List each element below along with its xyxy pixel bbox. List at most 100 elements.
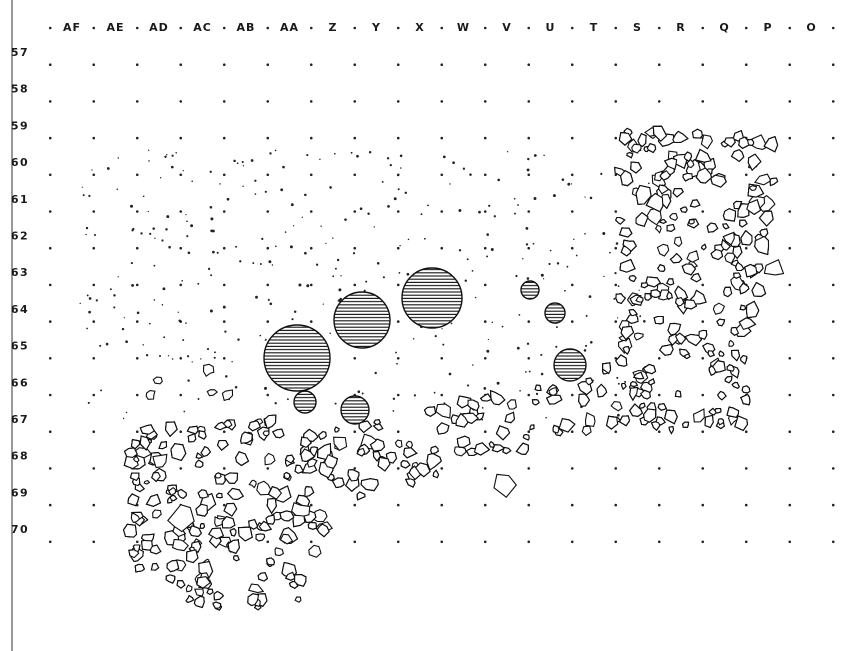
speck [88, 310, 91, 314]
speck [545, 416, 547, 419]
speck [615, 242, 619, 245]
row-label-62: 62 [11, 230, 29, 243]
grid-dot [179, 173, 183, 177]
grid-dot [701, 26, 705, 30]
grid-dot [831, 503, 835, 507]
grid-dot [309, 100, 313, 103]
grid-dot [92, 173, 96, 177]
stone [618, 415, 631, 427]
speck [392, 410, 395, 412]
speck [329, 332, 331, 334]
speck [373, 226, 375, 228]
grid-dot [570, 467, 574, 470]
speck [91, 169, 93, 171]
grid-dot [831, 173, 835, 177]
grid-dot [353, 283, 357, 287]
stone [360, 478, 379, 492]
grid-dot [788, 357, 792, 360]
grid-dot [483, 26, 487, 30]
speck [585, 314, 588, 317]
grid-dot [353, 540, 357, 544]
stone [654, 224, 662, 234]
column-label-r: R [676, 21, 685, 34]
speck [183, 410, 186, 413]
stone [266, 557, 275, 566]
speck [613, 297, 616, 300]
speck [106, 167, 110, 170]
row-label-70: 70 [11, 523, 29, 536]
column-label-u: U [546, 21, 556, 34]
stone [221, 389, 234, 402]
speck [396, 174, 400, 177]
grid-dot [614, 283, 618, 287]
stone [626, 152, 634, 159]
grid-dot [266, 467, 270, 470]
grid-dot [701, 357, 705, 360]
speck [242, 185, 244, 187]
stone [584, 411, 596, 428]
speck [487, 338, 490, 341]
speck [264, 339, 266, 341]
grid-dot [222, 283, 226, 287]
stone [615, 354, 628, 367]
stone [732, 245, 743, 260]
speck [399, 154, 403, 158]
grid-dot [657, 467, 661, 470]
grid-dot [353, 136, 357, 140]
speck [441, 328, 443, 330]
speck [399, 245, 401, 247]
speck [407, 238, 410, 241]
speck [226, 197, 230, 201]
grid-dot [657, 357, 661, 360]
stone [404, 478, 416, 488]
speck [527, 157, 530, 161]
grid-dot [179, 210, 183, 213]
grid-dot [353, 173, 357, 177]
grid-dot [179, 393, 183, 397]
grid-dot [135, 63, 139, 66]
speck [471, 270, 474, 272]
stone [300, 436, 312, 449]
grid-dot [353, 430, 357, 434]
speck [306, 284, 310, 288]
grid-dot [788, 320, 792, 323]
grid-dot [831, 393, 835, 397]
stone [674, 389, 682, 398]
column-label-ad: AD [149, 21, 169, 34]
column-label-v: V [502, 21, 512, 34]
grid-dot [48, 540, 52, 544]
speck [235, 245, 238, 248]
speck [338, 288, 342, 292]
grid-dot [527, 320, 531, 323]
grid-dot [701, 540, 705, 544]
grid-dot [309, 136, 313, 140]
speck [386, 157, 390, 160]
speck [166, 215, 170, 219]
speck [397, 188, 400, 191]
stone [708, 365, 717, 376]
speck [166, 154, 168, 156]
grid-dot [701, 467, 705, 470]
stone [197, 489, 210, 499]
speck [522, 258, 524, 260]
speck [131, 283, 135, 287]
speck [506, 151, 509, 153]
stone [681, 263, 697, 276]
speck [617, 413, 620, 417]
stone [710, 248, 724, 261]
stone [284, 454, 295, 464]
stone [139, 435, 151, 451]
stone [130, 439, 141, 450]
stone [638, 402, 646, 409]
grid-dot [744, 540, 748, 544]
speck [168, 245, 171, 249]
stone [332, 436, 348, 452]
stone [735, 261, 745, 272]
stone [754, 235, 770, 256]
stone [152, 509, 162, 519]
stone [285, 571, 296, 581]
grid-dot [396, 357, 400, 360]
grid-dot [701, 503, 705, 507]
grid-dot [744, 63, 748, 66]
